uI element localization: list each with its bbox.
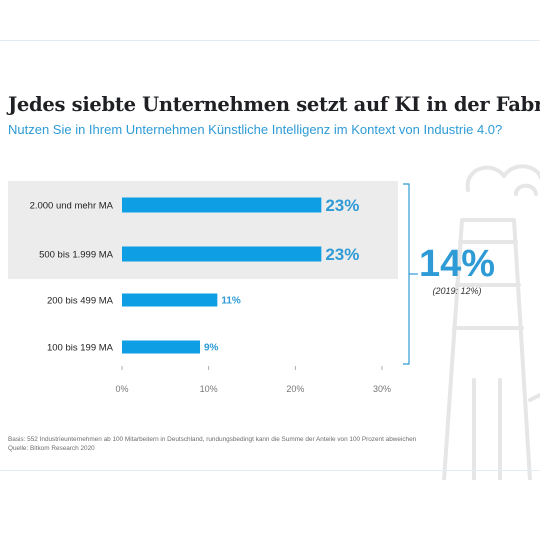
chart-title: Jedes siebte Unternehmen setzt auf KI in… [8,93,540,116]
bar [122,293,218,307]
chart-subtitle: Nutzen Sie in Ihrem Unternehmen Künstlic… [8,122,503,137]
summary-note: (2019: 12%) [432,286,481,296]
data-label: 23% [325,245,359,264]
category-label: 100 bis 199 MA [47,343,114,354]
highlight-band [8,181,398,279]
data-label: 23% [325,196,359,215]
data-label: 11% [221,296,241,307]
category-label: 500 bis 1.999 MA [39,250,114,261]
data-label: 9% [204,343,219,354]
x-tick-label: 20% [286,384,304,394]
summary-value: 14% [419,243,495,285]
footnote-source: Quelle: Bitkom Research 2020 [8,444,95,452]
bar-chart: 2.000 und mehr MA 23% 500 bis 1.999 MA 23% 2… [8,181,495,394]
category-label: 200 bis 499 MA [47,296,114,307]
footnote: Basis: 552 Industrieunternehmen ab 100 M… [8,436,534,453]
x-tick-label: 30% [373,384,391,394]
x-tick-label: 0% [115,384,128,394]
footnote-basis: Basis: 552 Industrieunternehmen ab 100 M… [8,436,417,443]
bottom-divider [0,470,540,471]
category-label: 2.000 und mehr MA [30,201,114,212]
bar [122,197,322,213]
bar [122,246,322,262]
summary-bracket [403,183,418,365]
top-divider [0,40,540,41]
factory-icon [442,164,540,480]
bar [122,340,200,354]
x-tick-label: 10% [200,384,218,394]
